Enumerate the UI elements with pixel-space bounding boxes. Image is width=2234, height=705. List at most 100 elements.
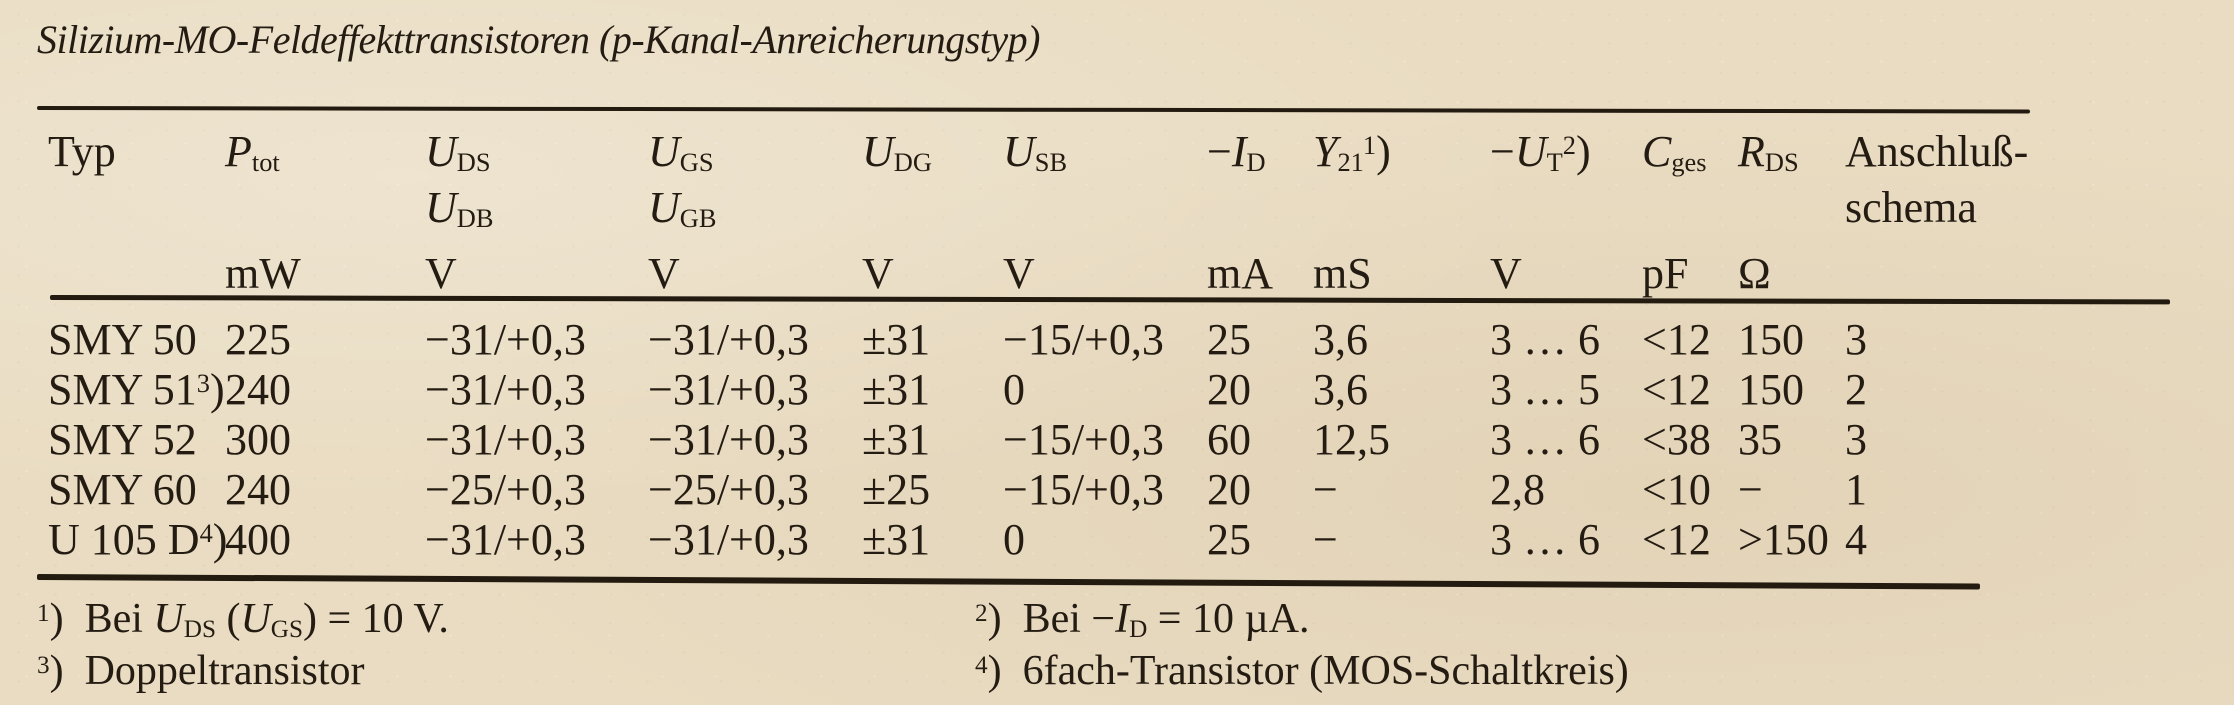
- cell-ptot: 300: [225, 415, 291, 464]
- cell-typ: U 105 D4): [48, 515, 228, 564]
- col-header-cges: Cges: [1642, 127, 1707, 177]
- cell-ut: 3 … 6: [1490, 315, 1600, 364]
- cell-cges: <10: [1642, 465, 1711, 514]
- cell-udg: ±31: [862, 315, 931, 364]
- cell-usb: −15/+0,3: [1003, 315, 1164, 364]
- cell-id: 20: [1207, 465, 1251, 514]
- table-row: U 105 D4) 400 −31/+0,3 −31/+0,3 ±31 0 25…: [37, 512, 2200, 562]
- col-header-y21: Y211): [1313, 127, 1391, 177]
- col-header-udb: UDB: [425, 183, 494, 233]
- cell-y21: 12,5: [1313, 415, 1390, 464]
- unit-usb: V: [1003, 249, 1035, 298]
- table-row: SMY 50 225 −31/+0,3 −31/+0,3 ±31 −15/+0,…: [37, 312, 2200, 362]
- unit-ut: V: [1490, 249, 1522, 298]
- table-row: SMY 52 300 −31/+0,3 −31/+0,3 ±31 −15/+0,…: [37, 412, 2200, 462]
- cell-rds: 35: [1738, 415, 1782, 464]
- col-header-ut: −UT2): [1490, 127, 1591, 177]
- header-empty-cell: [37, 178, 225, 244]
- cell-cges: <12: [1642, 315, 1711, 364]
- cell-uds: −31/+0,3: [425, 365, 586, 414]
- cell-y21: 3,6: [1313, 315, 1368, 364]
- unit-id: mA: [1207, 249, 1273, 298]
- cell-usb: −15/+0,3: [1003, 465, 1164, 514]
- cell-rds: >150: [1738, 515, 1829, 564]
- col-header-id: −ID: [1207, 127, 1266, 177]
- col-header-ugs: UGS: [648, 127, 714, 177]
- cell-ptot: 400: [225, 515, 291, 564]
- col-header-rds: RDS: [1738, 127, 1799, 177]
- cell-typ: SMY 60: [48, 465, 197, 514]
- cell-usb: −15/+0,3: [1003, 415, 1164, 464]
- cell-rds: 150: [1738, 365, 1804, 414]
- cell-ut: 3 … 5: [1490, 365, 1600, 414]
- header-row-units: mW V V V V mA mS V pF Ω: [37, 244, 2200, 296]
- header-empty-cell: [225, 178, 425, 244]
- transistor-data-table: Typ Ptot UDS UGS UDG USB −ID Y211) −UT2)…: [37, 116, 2200, 562]
- unit-udg: V: [862, 249, 894, 298]
- horizontal-rule-bottom: [36, 574, 1980, 590]
- cell-y21: 3,6: [1313, 365, 1368, 414]
- footnote-1: 1) Bei UDS (UGS) = 10 V.: [37, 596, 449, 643]
- cell-cges: <38: [1642, 415, 1711, 464]
- col-header-anschluss-line2: schema: [1845, 183, 1977, 232]
- cell-y21: −: [1313, 465, 1338, 514]
- cell-usb: 0: [1003, 515, 1025, 564]
- col-header-anschluss: Anschluß-: [1845, 127, 2029, 176]
- footnote-3: 3) Doppeltransistor: [37, 648, 365, 694]
- col-header-ugb: UGB: [648, 183, 717, 233]
- footnote-4: 4) 6fach-Transistor (MOS-Schaltkreis): [975, 648, 1629, 694]
- cell-anschluss: 1: [1845, 465, 1867, 514]
- cell-ptot: 240: [225, 465, 291, 514]
- cell-udg: ±31: [862, 415, 931, 464]
- cell-anschluss: 3: [1845, 315, 1867, 364]
- col-header-ptot: Ptot: [225, 127, 280, 177]
- col-header-typ: Typ: [48, 127, 116, 176]
- horizontal-rule-top: [36, 106, 2031, 114]
- unit-ugs: V: [648, 249, 680, 298]
- cell-ugs: −31/+0,3: [648, 415, 809, 464]
- cell-ut: 3 … 6: [1490, 415, 1600, 464]
- unit-y21: mS: [1313, 249, 1372, 298]
- cell-id: 20: [1207, 365, 1251, 414]
- cell-uds: −31/+0,3: [425, 415, 586, 464]
- cell-ugs: −31/+0,3: [648, 515, 809, 564]
- header-row-secondary-symbols: UDB UGB schema: [37, 178, 2200, 244]
- header-row-symbols: Typ Ptot UDS UGS UDG USB −ID Y211) −UT2)…: [37, 116, 2200, 178]
- cell-usb: 0: [1003, 365, 1025, 414]
- cell-udg: ±25: [862, 465, 931, 514]
- cell-ugs: −31/+0,3: [648, 365, 809, 414]
- cell-id: 25: [1207, 315, 1251, 364]
- cell-uds: −31/+0,3: [425, 315, 586, 364]
- cell-ut: 2,8: [1490, 465, 1545, 514]
- cell-cges: <12: [1642, 515, 1711, 564]
- col-header-usb: USB: [1003, 127, 1068, 177]
- cell-uds: −31/+0,3: [425, 515, 586, 564]
- cell-udg: ±31: [862, 365, 931, 414]
- unit-rds: Ω: [1738, 249, 1771, 298]
- unit-cges: pF: [1642, 249, 1689, 298]
- header-empty-cell: [1490, 178, 1642, 244]
- header-empty-cell: [1003, 178, 1207, 244]
- col-header-udg: UDG: [862, 127, 932, 177]
- cell-ut: 3 … 6: [1490, 515, 1600, 564]
- cell-ugs: −31/+0,3: [648, 315, 809, 364]
- cell-anschluss: 2: [1845, 365, 1867, 414]
- cell-udg: ±31: [862, 515, 931, 564]
- cell-id: 25: [1207, 515, 1251, 564]
- cell-typ: SMY 52: [48, 415, 197, 464]
- cell-ugs: −25/+0,3: [648, 465, 809, 514]
- cell-rds: 150: [1738, 315, 1804, 364]
- cell-y21: −: [1313, 515, 1338, 564]
- cell-anschluss: 4: [1845, 515, 1867, 564]
- cell-rds: −: [1738, 465, 1763, 514]
- unit-ptot: mW: [225, 249, 301, 298]
- cell-ptot: 225: [225, 315, 291, 364]
- cell-uds: −25/+0,3: [425, 465, 586, 514]
- unit-uds: V: [425, 249, 457, 298]
- header-empty-cell: [1738, 178, 1845, 244]
- page-title: Silizium-MO-Feldeffekttransistoren (p-Ka…: [37, 17, 1041, 62]
- cell-id: 60: [1207, 415, 1251, 464]
- cell-typ: SMY 513): [48, 365, 225, 414]
- cell-anschluss: 3: [1845, 415, 1867, 464]
